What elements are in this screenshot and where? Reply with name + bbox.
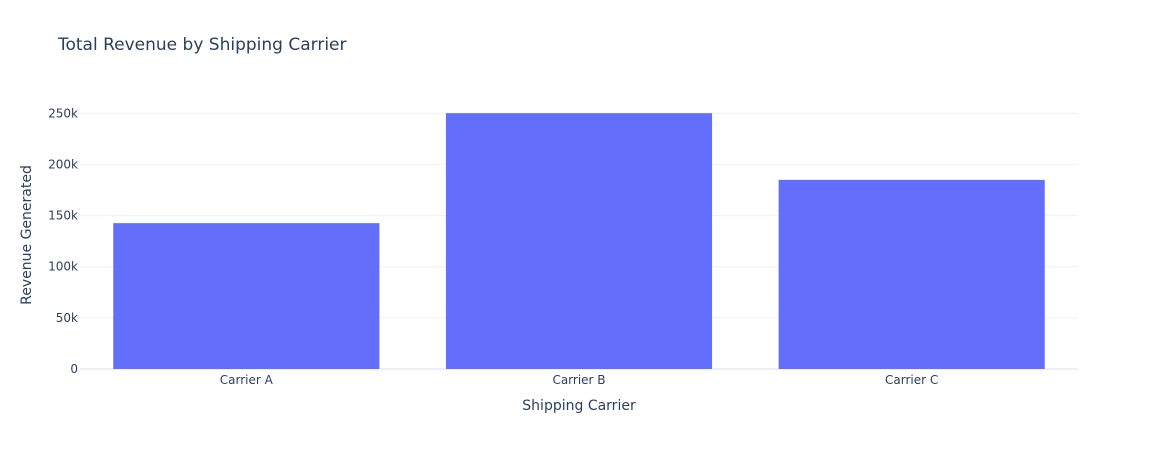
y-tick-label: 100k xyxy=(48,260,78,274)
y-axis-title: Revenue Generated xyxy=(19,165,35,305)
x-axis-title: Shipping Carrier xyxy=(522,398,636,414)
y-tick-label: 200k xyxy=(48,157,78,171)
x-tick-label: Carrier A xyxy=(220,373,274,387)
bar-carrier-c[interactable] xyxy=(778,179,1045,369)
bar-carrier-b[interactable] xyxy=(445,113,713,369)
x-tick-label: Carrier B xyxy=(552,373,605,387)
y-tick-label: 0 xyxy=(70,362,78,376)
x-axis-ticks: Carrier A Carrier B Carrier C xyxy=(220,373,938,387)
x-tick-label: Carrier C xyxy=(885,373,938,387)
y-tick-label: 50k xyxy=(56,311,78,325)
bars xyxy=(113,113,1045,369)
chart-title: Total Revenue by Shipping Carrier xyxy=(57,35,347,55)
y-axis-ticks: 0 50k 100k 150k 200k 250k xyxy=(48,106,78,376)
y-tick-label: 150k xyxy=(48,209,78,223)
y-tick-label: 250k xyxy=(48,106,78,120)
bar-carrier-a[interactable] xyxy=(113,223,380,369)
